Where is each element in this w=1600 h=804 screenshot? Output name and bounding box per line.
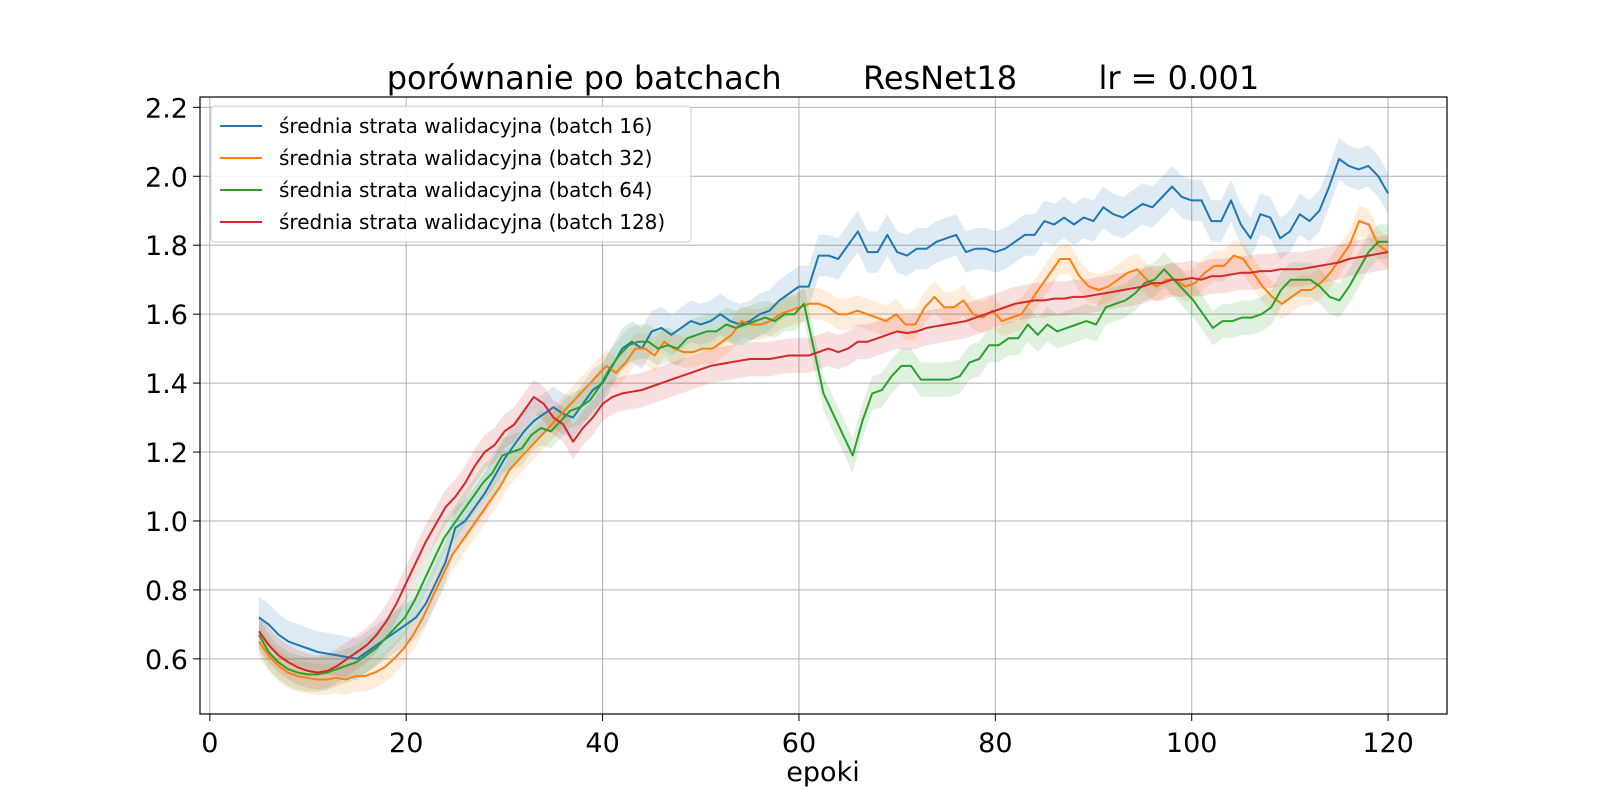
y-tick-label: 2.0: [145, 162, 188, 193]
series-4-band: [258, 234, 1389, 690]
series-4-line: [258, 251, 1389, 674]
chart-title: porównanie po batchach ResNet18 lr = 0.0…: [387, 59, 1260, 97]
legend-label-1: średnia strata walidacyjna (batch 16): [279, 114, 652, 138]
x-tick-label: 0: [201, 728, 218, 759]
y-tick-label: 1.4: [145, 369, 188, 400]
series-lines: [258, 158, 1389, 681]
plot-frame: [199, 96, 1448, 715]
y-tick-label: 1.2: [145, 438, 188, 469]
y-tick-label: 0.8: [145, 576, 188, 607]
x-tick-label: 20: [389, 728, 423, 759]
legend-frame: [210, 105, 692, 243]
series-2-band: [258, 205, 1389, 695]
x-tick-label: 40: [585, 728, 619, 759]
series-2-line: [258, 220, 1389, 681]
confidence-bands: [258, 138, 1389, 695]
y-tick-label: 2.2: [145, 93, 188, 124]
axis-ticks: 0 20 40 60 80 100 120 0.6 0.8 1.0 1.2 1.4 1.6 1.8 2.0 2…: [145, 93, 1414, 759]
y-tick-label: 1.8: [145, 231, 188, 262]
legend-label-4: średnia strata walidacyjna (batch 128): [279, 210, 665, 234]
legend: średnia strata walidacyjna (batch 16) śre…: [210, 105, 692, 243]
y-tick-label: 0.6: [145, 645, 188, 676]
x-tick-label: 120: [1362, 728, 1414, 759]
series-1-band: [258, 138, 1389, 680]
x-tick-label: 60: [782, 728, 816, 759]
y-tick-label: 1.6: [145, 300, 188, 331]
series-3-band: [258, 224, 1389, 692]
legend-items: średnia strata walidacyjna (batch 16) śre…: [220, 114, 665, 234]
legend-label-3: średnia strata walidacyjna (batch 64): [279, 178, 652, 202]
y-tick-label: 1.0: [145, 507, 188, 538]
x-tick-label: 80: [978, 728, 1012, 759]
legend-label-2: średnia strata walidacyjna (batch 32): [279, 146, 652, 170]
series-1-line: [258, 158, 1389, 660]
series-3-line: [258, 240, 1389, 676]
x-tick-label: 100: [1166, 728, 1218, 759]
x-axis-label: epoki: [786, 757, 859, 788]
